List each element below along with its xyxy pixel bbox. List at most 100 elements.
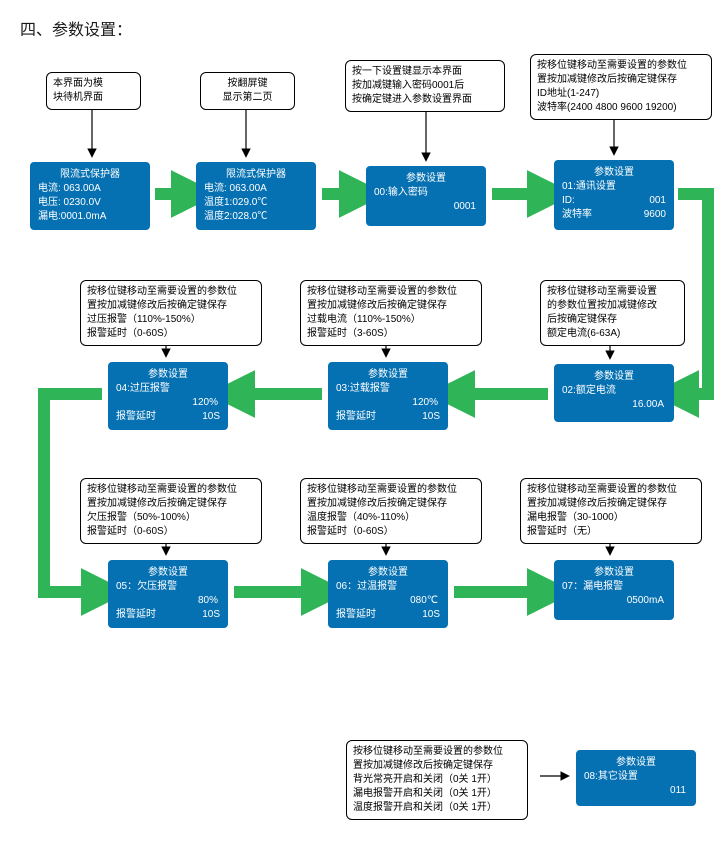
desc-line: 欠压报警（50%-100%） (87, 511, 255, 525)
desc-line: 按加减键输入密码0001后 (352, 79, 498, 93)
desc-line: 块待机界面 (53, 91, 134, 105)
screen-key: ID: (562, 194, 575, 208)
screen-row: 报警延时 10S (334, 608, 442, 622)
desc-line: 波特率(2400 4800 9600 19200) (537, 101, 705, 115)
screen-key: 波特率 (562, 208, 592, 222)
desc-line: 报警延时（0-60S） (87, 525, 255, 539)
desc-line: 置按加减键修改后按确定键保存 (527, 497, 695, 511)
screen-line: 参数设置 (114, 368, 222, 382)
desc-line: 报警延时（0-60S） (307, 525, 475, 539)
screen-line: 01:通讯设置 (560, 180, 668, 194)
desc-line: 按移位键移动至需要设置 (547, 285, 678, 299)
screen-s9: 参数设置06：过温报警080℃报警延时10S (328, 560, 448, 628)
screen-line: 电流: 063.00A (36, 182, 144, 196)
screen-line: 00:输入密码 (372, 186, 480, 200)
screen-s11: 参数设置08:其它设置011 (576, 750, 696, 806)
screen-line: 温度1:029.0℃ (202, 196, 310, 210)
desc-line: 按确定键进入参数设置界面 (352, 93, 498, 107)
desc-d11: 按移位键移动至需要设置的参数位置按加减键修改后按确定键保存背光常亮开启和关闭（0… (346, 740, 528, 820)
screen-s4: 参数设置01:通讯设置ID: 001 波特率 9600 (554, 160, 674, 230)
desc-d4: 按移位键移动至需要设置的参数位置按加减键修改后按确定键保存ID地址(1-247)… (530, 54, 712, 120)
screen-line: 120% (114, 396, 222, 410)
screen-line: 参数设置 (582, 756, 690, 770)
desc-line: 温度报警开启和关闭（0关 1开） (353, 801, 521, 815)
desc-line: 按一下设置键显示本界面 (352, 65, 498, 79)
desc-d3: 按一下设置键显示本界面按加减键输入密码0001后按确定键进入参数设置界面 (345, 60, 505, 112)
screen-line: 08:其它设置 (582, 770, 690, 784)
screen-s2: 限流式保护器电流: 063.00A温度1:029.0℃温度2:028.0℃ (196, 162, 316, 230)
desc-line: 漏电报警（30-1000） (527, 511, 695, 525)
screen-val: 10S (202, 608, 220, 622)
desc-line: ID地址(1-247) (537, 87, 705, 101)
desc-line: 按翻屏键 (207, 77, 288, 91)
screen-key: 报警延时 (336, 608, 376, 622)
screen-line: 120% (334, 396, 442, 410)
screen-val: 10S (202, 410, 220, 424)
screen-key: 报警延时 (116, 410, 156, 424)
desc-line: 背光常亮开启和关闭（0关 1开） (353, 773, 521, 787)
screen-line: 参数设置 (560, 370, 668, 384)
desc-line: 温度报警（40%-110%） (307, 511, 475, 525)
desc-d2: 按翻屏键显示第二页 (200, 72, 295, 110)
desc-line: 按移位键移动至需要设置的参数位 (87, 483, 255, 497)
page-title: 四、参数设置： (20, 16, 132, 40)
screen-s7: 参数设置04:过压报警120%报警延时10S (108, 362, 228, 430)
screen-row: 报警延时 10S (114, 608, 222, 622)
screen-line: 漏电:0001.0mA (36, 210, 144, 224)
desc-line: 按移位键移动至需要设置的参数位 (527, 483, 695, 497)
screen-row: 报警延时10S (334, 410, 442, 424)
desc-line: 按移位键移动至需要设置的参数位 (537, 59, 705, 73)
screen-line: 0500mA (560, 594, 668, 608)
desc-line: 按移位键移动至需要设置的参数位 (353, 745, 521, 759)
screen-key: 报警延时 (116, 608, 156, 622)
screen-val: 9600 (644, 208, 666, 222)
screen-line: 参数设置 (560, 166, 668, 180)
screen-s1: 限流式保护器电流: 063.00A电压: 0230.0V漏电:0001.0mA (30, 162, 150, 230)
desc-line: 按移位键移动至需要设置的参数位 (307, 285, 475, 299)
desc-line: 报警延时（0-60S） (87, 327, 255, 341)
screen-line: 080℃ (334, 594, 442, 608)
screen-val: 10S (422, 608, 440, 622)
screen-s3: 参数设置00:输入密码0001 (366, 166, 486, 226)
desc-d9: 按移位键移动至需要设置的参数位置按加减键修改后按确定键保存温度报警（40%-11… (300, 478, 482, 544)
screen-line: 电流: 063.00A (202, 182, 310, 196)
screen-line: 02:额定电流 (560, 384, 668, 398)
desc-d8: 按移位键移动至需要设置的参数位置按加减键修改后按确定键保存欠压报警（50%-10… (80, 478, 262, 544)
desc-line: 置按加减键修改后按确定键保存 (537, 73, 705, 87)
screen-s8: 参数设置05：欠压报警80%报警延时10S (108, 560, 228, 628)
desc-line: 置按加减键修改后按确定键保存 (307, 497, 475, 511)
screen-line: 限流式保护器 (202, 168, 310, 182)
screen-line: 参数设置 (334, 368, 442, 382)
screen-s5: 参数设置02:额定电流16.00A (554, 364, 674, 422)
desc-line: 置按加减键修改后按确定键保存 (353, 759, 521, 773)
desc-d5: 按移位键移动至需要设置的参数位置按加减键修改后按确定键保存额定电流(6-63A) (540, 280, 685, 346)
screen-line: 0001 (372, 200, 480, 214)
desc-line: 按移位键移动至需要设置的参数位 (307, 483, 475, 497)
screen-s10: 参数设置07：漏电报警0500mA (554, 560, 674, 620)
desc-line: 报警延时（3-60S） (307, 327, 475, 341)
desc-line: 漏电报警开启和关闭（0关 1开） (353, 787, 521, 801)
desc-line: 本界面为模 (53, 77, 134, 91)
desc-d6: 按移位键移动至需要设置的参数位置按加减键修改后按确定键保存过载电流（110%-1… (300, 280, 482, 346)
screen-row: 波特率 9600 (560, 208, 668, 222)
screen-row: 报警延时 10S (114, 410, 222, 424)
screen-line: 电压: 0230.0V (36, 196, 144, 210)
screen-line: 03:过载报警 (334, 382, 442, 396)
screen-line: 16.00A (560, 398, 668, 412)
screen-row: ID: 001 (560, 194, 668, 208)
desc-d7: 按移位键移动至需要设置的参数位置按加减键修改后按确定键保存过压报警（110%-1… (80, 280, 262, 346)
screen-line: 80% (114, 594, 222, 608)
screen-val: 001 (649, 194, 666, 208)
screen-line: 05：欠压报警 (114, 580, 222, 594)
screen-line: 温度2:028.0℃ (202, 210, 310, 224)
screen-line: 参数设置 (334, 566, 442, 580)
screen-line: 参数设置 (560, 566, 668, 580)
desc-line: 显示第二页 (207, 91, 288, 105)
desc-d1: 本界面为模块待机界面 (46, 72, 141, 110)
desc-line: 置按加减键修改后按确定键保存 (87, 497, 255, 511)
screen-key: 报警延时 (336, 410, 376, 424)
page-root: 四、参数设置： 本界面为模块待机界面 按翻屏键显示第二页 按一下设置键显示本界面按加… (0, 0, 728, 843)
desc-d10: 按移位键移动至需要设置的参数位置按加减键修改后按确定键保存漏电报警（30-100… (520, 478, 702, 544)
desc-line: 置按加减键修改后按确定键保存 (87, 299, 255, 313)
desc-line: 置按加减键修改后按确定键保存 (307, 299, 475, 313)
